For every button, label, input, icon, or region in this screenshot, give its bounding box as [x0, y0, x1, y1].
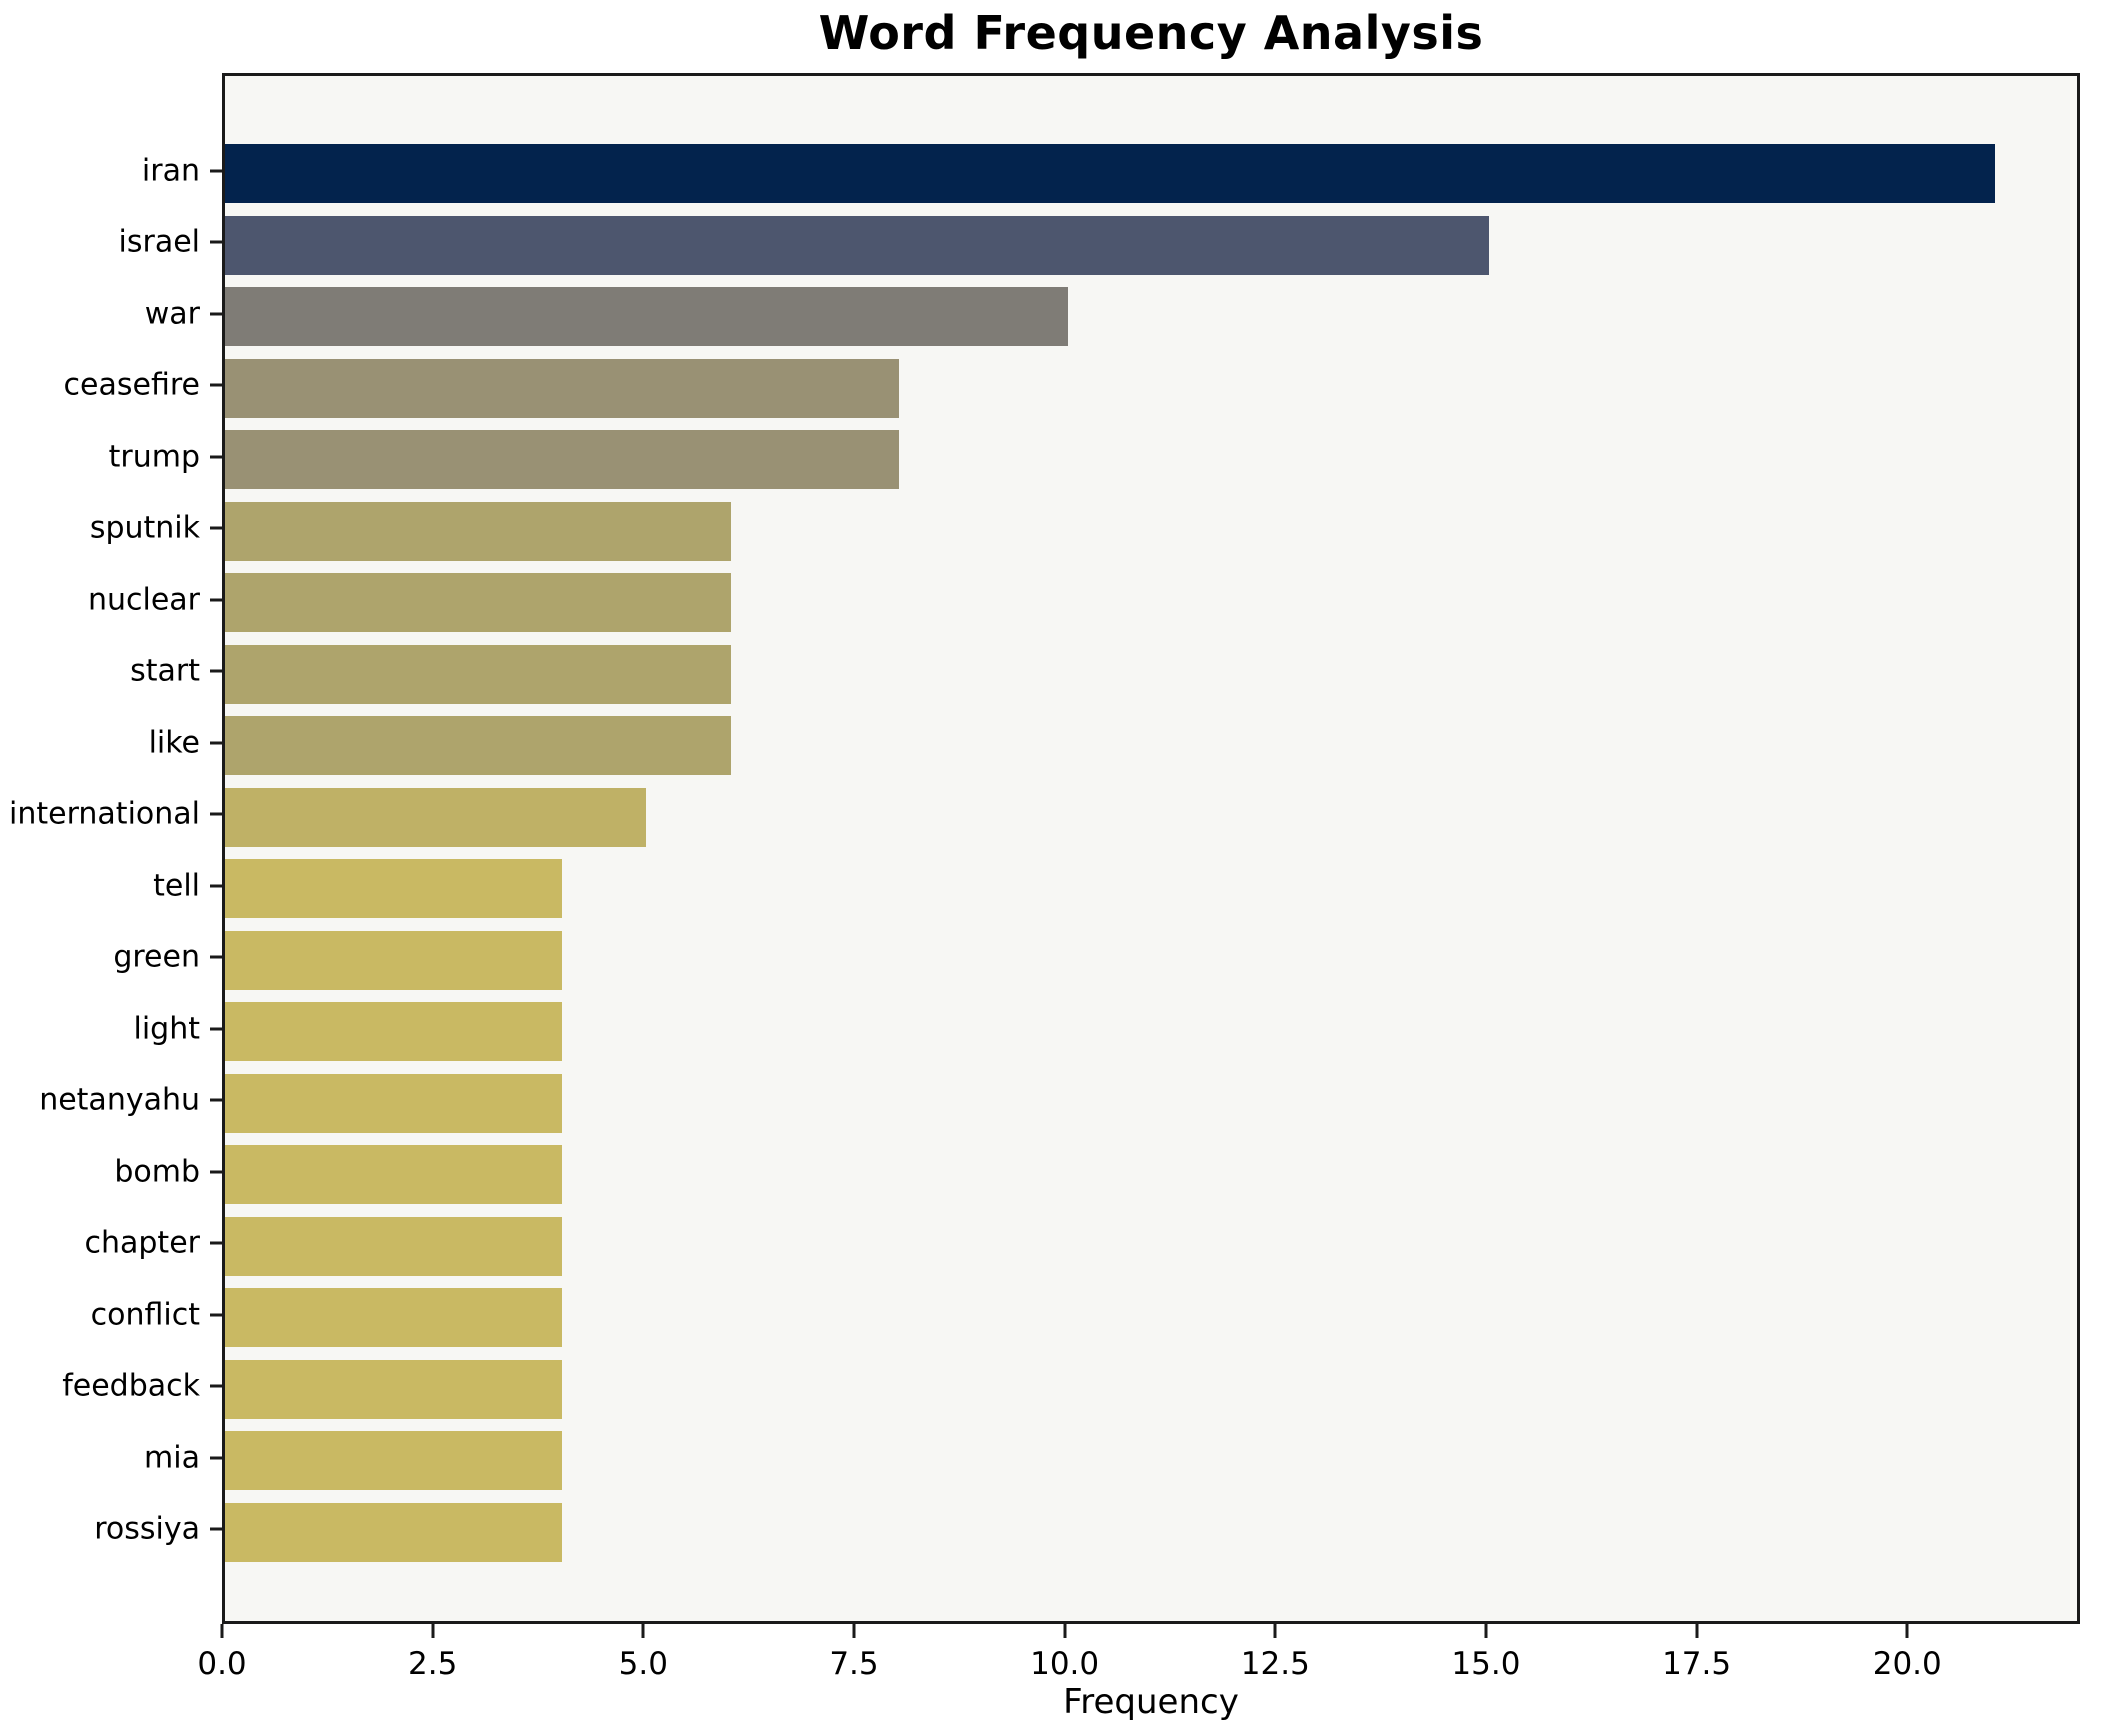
bar-bomb — [225, 1145, 562, 1205]
y-tick-mark — [210, 1241, 222, 1245]
y-tick-label-light: light — [133, 1011, 201, 1047]
y-tick-mark — [210, 455, 222, 459]
bar-war — [225, 287, 1068, 347]
y-tick-label-tell: tell — [153, 868, 200, 904]
plot-area — [222, 73, 2080, 1624]
x-tick-mark — [431, 1624, 435, 1638]
x-tick-label-20.0: 20.0 — [1872, 1646, 1942, 1682]
x-tick-label-15.0: 15.0 — [1451, 1646, 1521, 1682]
x-tick-mark — [220, 1624, 224, 1638]
bar-netanyahu — [225, 1073, 562, 1133]
y-tick-mark — [210, 240, 222, 244]
y-tick-mark — [210, 526, 222, 530]
y-tick-mark — [210, 741, 222, 745]
x-tick-label-12.5: 12.5 — [1240, 1646, 1310, 1682]
bar-conflict — [225, 1288, 562, 1348]
y-tick-mark — [210, 312, 222, 316]
y-tick-label-iran: iran — [141, 153, 200, 189]
bar-like — [225, 716, 731, 776]
y-tick-label-feedback: feedback — [62, 1368, 200, 1404]
y-tick-mark — [210, 1170, 222, 1174]
x-tick-mark — [1273, 1624, 1277, 1638]
x-tick-mark — [1063, 1624, 1067, 1638]
y-tick-label-ceasefire: ceasefire — [63, 367, 200, 403]
y-tick-label-conflict: conflict — [90, 1297, 200, 1333]
x-tick-label-7.5: 7.5 — [829, 1646, 879, 1682]
bar-mia — [225, 1431, 562, 1491]
y-tick-label-israel: israel — [118, 224, 200, 260]
y-tick-label-netanyahu: netanyahu — [39, 1082, 200, 1118]
x-tick-label-17.5: 17.5 — [1662, 1646, 1732, 1682]
bar-light — [225, 1002, 562, 1062]
y-tick-label-chapter: chapter — [84, 1225, 201, 1261]
bar-trump — [225, 430, 899, 490]
y-tick-label-war: war — [144, 296, 200, 332]
bar-start — [225, 644, 731, 704]
y-tick-mark — [210, 598, 222, 602]
y-tick-mark — [210, 669, 222, 673]
x-tick-label-2.5: 2.5 — [408, 1646, 458, 1682]
y-tick-mark — [210, 812, 222, 816]
bar-tell — [225, 859, 562, 919]
x-tick-mark — [1484, 1624, 1488, 1638]
y-tick-label-rossiya: rossiya — [94, 1511, 200, 1547]
y-tick-mark — [210, 383, 222, 387]
bar-rossiya — [225, 1502, 562, 1562]
y-tick-mark — [210, 169, 222, 173]
bar-green — [225, 930, 562, 990]
bar-iran — [225, 144, 1995, 204]
bar-international — [225, 787, 646, 847]
y-tick-label-mia: mia — [144, 1440, 200, 1476]
bar-israel — [225, 215, 1489, 275]
y-tick-label-sputnik: sputnik — [89, 510, 200, 546]
y-tick-label-green: green — [113, 939, 200, 975]
x-tick-label-0.0: 0.0 — [197, 1646, 247, 1682]
y-tick-label-nuclear: nuclear — [87, 582, 200, 618]
y-tick-mark — [210, 1456, 222, 1460]
x-tick-label-10.0: 10.0 — [1030, 1646, 1100, 1682]
bar-ceasefire — [225, 358, 899, 418]
bar-nuclear — [225, 573, 731, 633]
y-tick-label-bomb: bomb — [114, 1154, 200, 1190]
x-tick-mark — [1905, 1624, 1909, 1638]
x-tick-mark — [1695, 1624, 1699, 1638]
x-axis-label: Frequency — [1063, 1682, 1239, 1722]
y-tick-label-start: start — [130, 653, 200, 689]
x-tick-label-5.0: 5.0 — [618, 1646, 668, 1682]
y-tick-label-trump: trump — [108, 439, 200, 475]
y-tick-mark — [210, 1098, 222, 1102]
bar-sputnik — [225, 501, 731, 561]
y-tick-mark — [210, 1027, 222, 1031]
bar-feedback — [225, 1359, 562, 1419]
y-tick-mark — [210, 955, 222, 959]
y-tick-mark — [210, 884, 222, 888]
y-tick-mark — [210, 1527, 222, 1531]
y-tick-label-like: like — [148, 725, 200, 761]
y-tick-mark — [210, 1313, 222, 1317]
x-tick-mark — [641, 1624, 645, 1638]
y-tick-label-international: international — [9, 796, 200, 832]
x-tick-mark — [852, 1624, 856, 1638]
y-tick-mark — [210, 1384, 222, 1388]
chart-title: Word Frequency Analysis — [818, 6, 1484, 60]
bar-chapter — [225, 1216, 562, 1276]
